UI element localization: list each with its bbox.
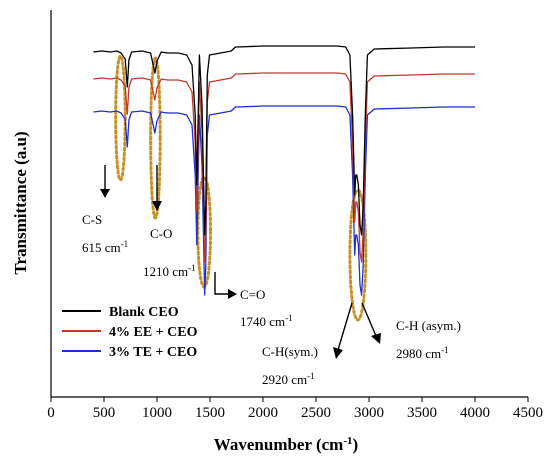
- x-axis-title-close: ): [353, 435, 359, 454]
- x-axis-title-sup: -1: [343, 435, 352, 447]
- x-tick-label: 1000: [142, 405, 172, 421]
- highlight-ellipse: [348, 188, 368, 322]
- x-axis-title-main: Wavenumber (cm: [214, 435, 344, 454]
- ch-sym-wavenumber-sup: -1: [307, 371, 315, 381]
- co2-arrow-shaft: [214, 272, 229, 295]
- x-tick-label: 2500: [301, 405, 331, 421]
- co-wavenumber-sup: -1: [188, 263, 196, 273]
- x-tick-label: 500: [93, 405, 116, 421]
- x-axis-title: Wavenumber (cm-1): [214, 435, 358, 454]
- co-wavenumber-value: 1210 cm: [143, 264, 188, 279]
- legend-label-ee: 4% EE + CEO: [109, 325, 198, 340]
- ch-asym-label: C-H (asym.): [396, 318, 461, 333]
- legend: Blank CEO 4% EE + CEO 3% TE + CEO: [62, 305, 198, 360]
- axes-layer: [50, 10, 528, 398]
- c-double-o-wavenumber: 1740 cm-1: [240, 313, 293, 329]
- legend-label-blank: Blank CEO: [109, 305, 179, 320]
- co2-arrow-head: [228, 289, 237, 299]
- c-double-o-wavenumber-sup: -1: [285, 313, 293, 323]
- ch-asym-wavenumber-sup: -1: [441, 345, 449, 355]
- x-tick-label: 4500: [513, 405, 543, 421]
- legend-label-te: 3% TE + CEO: [109, 345, 197, 360]
- ch-sym-label: C-H(sym.): [262, 344, 318, 359]
- cs-label: C-S: [82, 212, 102, 227]
- ch-sym-arrow-shaft: [337, 302, 353, 351]
- x-tick-label: 3000: [354, 405, 384, 421]
- c-double-o-wavenumber-value: 1740 cm: [240, 314, 285, 329]
- plot-layer: [93, 45, 475, 322]
- x-tick-label: 2000: [248, 405, 278, 421]
- highlight-ellipse: [149, 56, 162, 220]
- cs-wavenumber: 615 cm-1: [82, 239, 128, 255]
- ticks-layer: 0 500 1000 1500 2000 2500 3000 3500 4000 4500: [47, 397, 543, 421]
- cs-wavenumber-value: 615 cm: [82, 240, 121, 255]
- ch-sym-arrow-head: [333, 347, 343, 359]
- co-wavenumber: 1210 cm-1: [143, 263, 196, 279]
- x-tick-label: 0: [47, 405, 55, 421]
- x-tick-label: 3500: [407, 405, 437, 421]
- cs-arrow-head: [100, 189, 110, 198]
- ch-sym-wavenumber-value: 2920 cm: [262, 372, 307, 387]
- x-tick-label: 1500: [195, 405, 225, 421]
- ch-asym-wavenumber: 2980 cm-1: [396, 345, 449, 361]
- y-axis-title: Transmittance (a.u): [11, 131, 30, 274]
- cs-wavenumber-sup: -1: [121, 239, 129, 249]
- ch-sym-wavenumber: 2920 cm-1: [262, 371, 315, 387]
- series-line-0: [93, 45, 475, 236]
- annotations: C-S 615 cm-1 C-O 1210 cm-1 C=O 1740 cm-1…: [82, 165, 461, 387]
- ch-asym-arrow-shaft: [361, 302, 377, 337]
- co-arrow-head: [152, 201, 162, 211]
- ch-asym-arrow-head: [371, 333, 381, 344]
- c-double-o-label: C=O: [240, 287, 265, 302]
- ch-asym-wavenumber-value: 2980 cm: [396, 346, 441, 361]
- co-label: C-O: [150, 226, 172, 241]
- x-tick-label: 4000: [460, 405, 490, 421]
